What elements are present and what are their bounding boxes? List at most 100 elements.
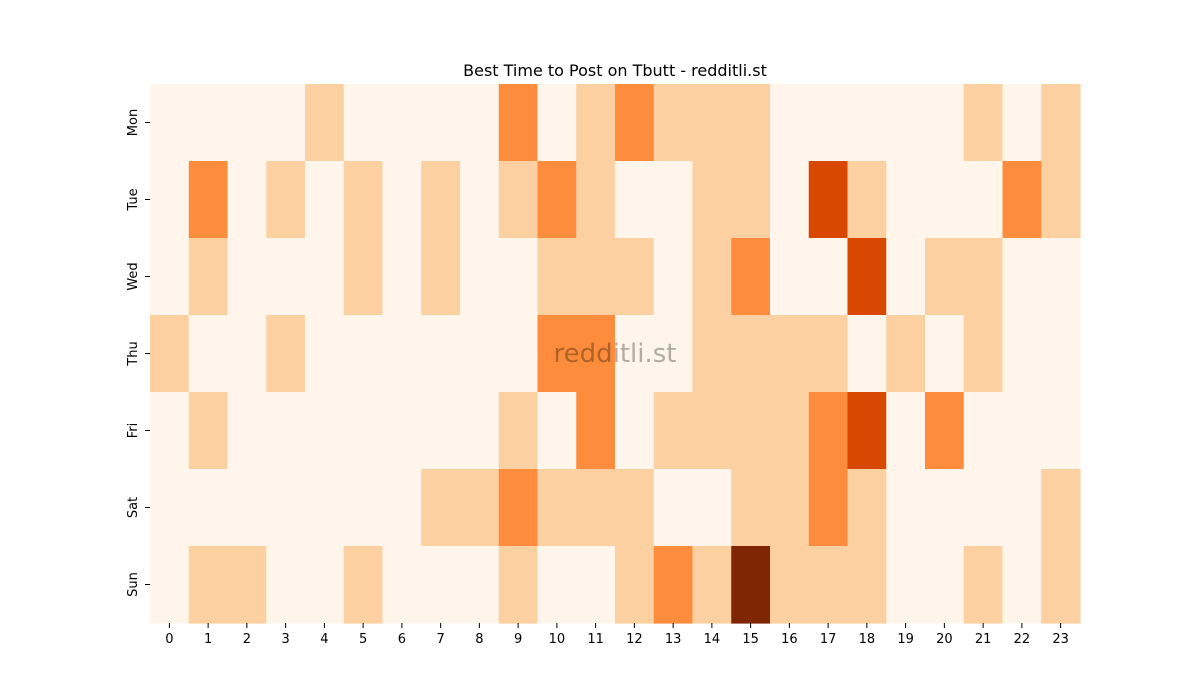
y-tick-label: Mon — [126, 109, 141, 136]
heatmap-cell-wed-12 — [615, 238, 655, 316]
heatmap-cell-thu-7 — [421, 315, 461, 393]
heatmap-cell-sat-12 — [615, 469, 655, 547]
heatmap-cell-fri-1 — [188, 392, 229, 470]
heatmap-cell-mon-6 — [382, 84, 422, 162]
heatmap-cell-fri-5 — [343, 392, 384, 470]
heatmap-cell-fri-14 — [692, 392, 732, 470]
x-tick-label: 10 — [549, 632, 566, 647]
heatmap-cell-wed-15 — [731, 238, 771, 316]
heatmap-cell-fri-20 — [925, 392, 965, 470]
x-tick-label: 11 — [587, 632, 604, 647]
heatmap-cell-mon-21 — [963, 84, 1004, 162]
heatmap-cell-fri-17 — [808, 392, 849, 470]
heatmap-cell-mon-14 — [692, 84, 732, 162]
heatmap-cell-sat-10 — [537, 469, 577, 547]
heatmap-cell-fri-18 — [847, 392, 887, 470]
heatmap-cell-thu-8 — [460, 315, 500, 393]
heatmap-cell-thu-17 — [808, 315, 849, 393]
y-tick-label: Fri — [126, 423, 141, 439]
heatmap-cell-thu-2 — [227, 315, 267, 393]
x-tick-label: 2 — [243, 632, 251, 647]
heatmap-cell-tue-19 — [886, 161, 926, 239]
heatmap-cell-wed-0 — [150, 238, 190, 316]
heatmap-cell-wed-18 — [847, 238, 887, 316]
heatmap-cell-wed-13 — [653, 238, 694, 316]
heatmap-cell-sat-3 — [266, 469, 306, 547]
heatmap-cell-thu-15 — [731, 315, 771, 393]
heatmap-cell-wed-14 — [692, 238, 732, 316]
chart-title: Best Time to Post on Tbutt - redditli.st — [463, 61, 767, 80]
heatmap-cell-thu-19 — [886, 315, 926, 393]
heatmap-cell-fri-23 — [1041, 392, 1081, 470]
heatmap-cell-mon-7 — [421, 84, 461, 162]
heatmap-cell-sun-8 — [460, 546, 500, 624]
x-tick-label: 21 — [975, 632, 992, 647]
heatmap-cell-thu-5 — [343, 315, 384, 393]
heatmap-cell-sun-22 — [1002, 546, 1042, 624]
heatmap-cell-thu-22 — [1002, 315, 1042, 393]
heatmap-cell-fri-2 — [227, 392, 267, 470]
heatmap-cell-tue-16 — [770, 161, 810, 239]
y-tick-label: Sun — [126, 572, 141, 597]
heatmap-cell-tue-21 — [963, 161, 1004, 239]
x-tick-label: 15 — [742, 632, 759, 647]
heatmap-cell-sun-17 — [808, 546, 849, 624]
x-tick-label: 16 — [781, 632, 798, 647]
y-tick-label: Tue — [126, 188, 141, 211]
heatmap-cell-tue-8 — [460, 161, 500, 239]
y-tick-label: Sat — [126, 497, 141, 518]
heatmap-cell-sun-4 — [305, 546, 345, 624]
heatmap-cell-wed-7 — [421, 238, 461, 316]
heatmap-cell-thu-14 — [692, 315, 732, 393]
heatmap-cell-thu-1 — [188, 315, 229, 393]
heatmap-cell-sat-20 — [925, 469, 965, 547]
heatmap-cell-sun-15 — [731, 546, 771, 624]
heatmap-cell-fri-21 — [963, 392, 1004, 470]
heatmap-cell-sat-0 — [150, 469, 190, 547]
x-tick-label: 9 — [514, 632, 522, 647]
heatmap-cell-sun-14 — [692, 546, 732, 624]
heatmap-cell-mon-4 — [305, 84, 345, 162]
heatmap-cell-sat-9 — [498, 469, 539, 547]
heatmap-cell-mon-3 — [266, 84, 306, 162]
heatmap-cell-sun-13 — [653, 546, 694, 624]
heatmap-cell-mon-1 — [188, 84, 229, 162]
heatmap-cell-tue-11 — [576, 161, 616, 239]
x-tick-label: 13 — [665, 632, 682, 647]
heatmap-cell-mon-5 — [343, 84, 384, 162]
y-tick-label: Wed — [126, 262, 141, 290]
heatmap-cell-sat-15 — [731, 469, 771, 547]
heatmap-cell-wed-6 — [382, 238, 422, 316]
heatmap-cell-sat-18 — [847, 469, 887, 547]
heatmap-cell-sun-0 — [150, 546, 190, 624]
heatmap-cell-mon-9 — [498, 84, 539, 162]
heatmap-cell-thu-21 — [963, 315, 1004, 393]
heatmap-cell-sat-14 — [692, 469, 732, 547]
heatmap-cell-tue-14 — [692, 161, 732, 239]
heatmap-cell-fri-16 — [770, 392, 810, 470]
x-tick-label: 23 — [1052, 632, 1069, 647]
heatmap-cell-tue-6 — [382, 161, 422, 239]
heatmap-cell-sun-19 — [886, 546, 926, 624]
heatmap-cell-sat-5 — [343, 469, 384, 547]
heatmap-cell-sun-12 — [615, 546, 655, 624]
x-tick-label: 1 — [204, 632, 212, 647]
heatmap-cell-wed-20 — [925, 238, 965, 316]
heatmap-cell-tue-5 — [343, 161, 384, 239]
heatmap-cell-sat-7 — [421, 469, 461, 547]
heatmap-cell-mon-20 — [925, 84, 965, 162]
heatmap-cell-fri-7 — [421, 392, 461, 470]
x-tick-label: 17 — [820, 632, 837, 647]
heatmap-cell-mon-2 — [227, 84, 267, 162]
heatmap-cell-thu-23 — [1041, 315, 1081, 393]
heatmap-cell-tue-9 — [498, 161, 539, 239]
heatmap-cell-wed-5 — [343, 238, 384, 316]
heatmap-cell-sat-2 — [227, 469, 267, 547]
heatmap-cell-mon-15 — [731, 84, 771, 162]
heatmap-cell-mon-22 — [1002, 84, 1042, 162]
heatmap-cell-thu-20 — [925, 315, 965, 393]
heatmap-cell-tue-17 — [808, 161, 849, 239]
heatmap-cell-sun-23 — [1041, 546, 1081, 624]
x-tick-label: 3 — [281, 632, 289, 647]
